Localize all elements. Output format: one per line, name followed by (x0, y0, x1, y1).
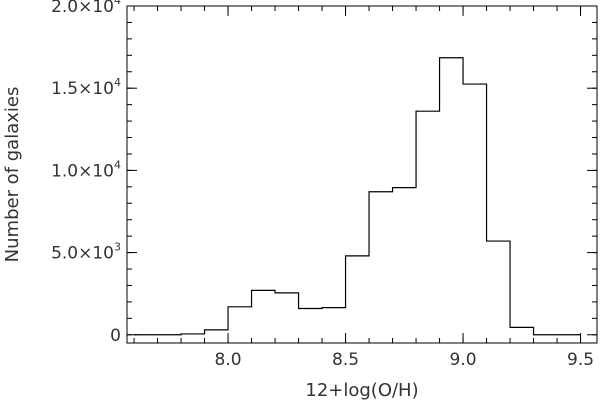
y-axis-title: Number of galaxies (2, 87, 23, 263)
y-tick-label: 1.5×104 (51, 76, 121, 99)
plot-frame (126, 5, 598, 344)
axes (126, 5, 598, 344)
y-tick-label: 1.0×104 (51, 158, 121, 181)
histogram-bin (440, 58, 464, 335)
histogram-bin (393, 188, 417, 335)
x-tick-label: 8.5 (332, 350, 359, 370)
histogram-bin (416, 111, 440, 335)
y-tick-label: 5.0×103 (51, 241, 121, 264)
histogram-bin (510, 327, 534, 334)
x-axis-title: 12+log(O/H) (305, 380, 418, 401)
y-tick-label: 0 (110, 326, 121, 346)
histogram-bin (369, 192, 393, 335)
y-tick-label: 2.0×104 (51, 0, 121, 17)
x-tick-label: 8.0 (215, 350, 242, 370)
histogram-steps (134, 57, 581, 336)
tick-marks (127, 5, 597, 343)
histogram-bin (275, 293, 299, 335)
x-tick-label: 9.0 (450, 350, 477, 370)
histogram-bin (299, 308, 323, 334)
tick-labels: 8.0 8.5 9.0 9.5 0 5.0×103 1.0×104 1.5×104 2.0×10… (51, 0, 594, 370)
histogram-bin (487, 241, 511, 335)
histogram-bin (346, 256, 370, 335)
histogram-bin (252, 290, 275, 334)
histogram-bin (205, 330, 229, 335)
histogram-bin (322, 308, 346, 335)
x-tick-label: 9.5 (567, 350, 594, 370)
histogram-bin (228, 307, 252, 335)
histogram-bin (463, 84, 487, 335)
